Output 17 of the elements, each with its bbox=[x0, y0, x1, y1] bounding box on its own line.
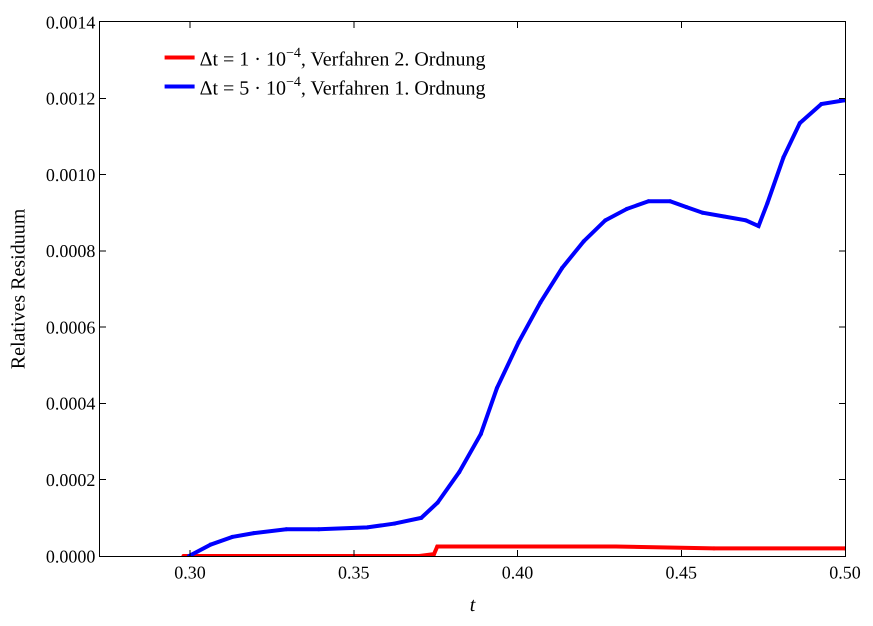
legend-label: Δt = 5 · 10$^{−4}$, Verfahren 1. Ordnung bbox=[200, 74, 486, 100]
y-tick-label: 0.0002 bbox=[46, 470, 96, 490]
x-tick-label: 0.30 bbox=[174, 562, 206, 583]
legend-label: Δt = 1 · 10$^{−4}$, Verfahren 2. Ordnung bbox=[200, 46, 486, 70]
y-tick-label: 0.0008 bbox=[46, 241, 96, 262]
x-tick-label: 0.35 bbox=[338, 562, 370, 583]
y-tick-label: 0.0006 bbox=[46, 317, 96, 338]
x-tick-label: 0.45 bbox=[666, 562, 698, 583]
x-axis-title: t bbox=[470, 594, 476, 616]
y-tick-label: 0.0012 bbox=[46, 88, 96, 109]
y-tick-label: 0.0000 bbox=[46, 546, 96, 566]
y-axis-title: Relatives Residuum bbox=[7, 208, 30, 370]
y-tick-label: 0.0014 bbox=[46, 12, 96, 32]
x-tick-label: 0.50 bbox=[829, 562, 861, 583]
y-tick-label: 0.0010 bbox=[46, 164, 96, 185]
y-tick-label: 0.0004 bbox=[46, 394, 96, 414]
x-tick-label: 0.40 bbox=[502, 562, 534, 583]
